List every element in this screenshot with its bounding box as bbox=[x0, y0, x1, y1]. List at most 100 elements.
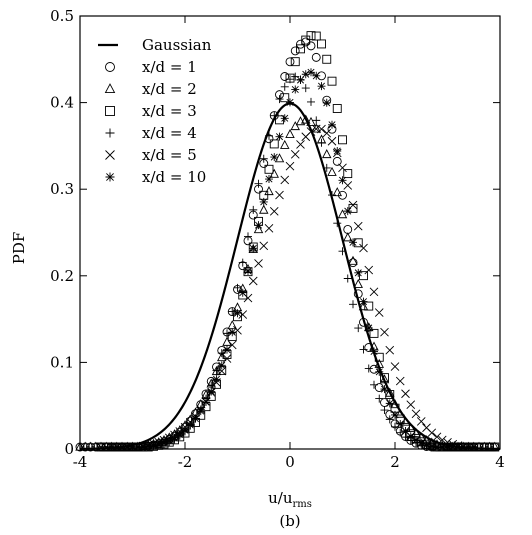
legend-label: x/d = 1 bbox=[142, 58, 197, 76]
data-point bbox=[253, 224, 264, 234]
data-point bbox=[238, 258, 247, 267]
data-point bbox=[317, 124, 326, 134]
data-point bbox=[469, 443, 478, 451]
data-point bbox=[412, 436, 420, 445]
data-point bbox=[244, 266, 252, 275]
data-point bbox=[186, 421, 195, 430]
data-point bbox=[223, 345, 231, 354]
data-point bbox=[286, 98, 294, 107]
data-point bbox=[222, 354, 232, 363]
data-point bbox=[312, 71, 321, 80]
data-point bbox=[338, 163, 347, 173]
data-point bbox=[291, 85, 300, 94]
data-point bbox=[275, 95, 284, 104]
data-point bbox=[438, 443, 447, 451]
data-point bbox=[359, 297, 368, 306]
legend-marker-cross bbox=[105, 150, 115, 160]
data-point bbox=[312, 116, 321, 125]
data-point bbox=[307, 97, 315, 106]
data-point bbox=[343, 169, 353, 179]
data-point bbox=[275, 132, 284, 141]
data-point bbox=[181, 426, 189, 435]
data-point bbox=[154, 440, 163, 449]
data-point bbox=[359, 243, 368, 253]
data-point bbox=[238, 310, 248, 319]
data-point bbox=[338, 135, 347, 145]
data-point bbox=[375, 367, 384, 376]
data-point bbox=[374, 308, 384, 317]
y-tick-label: 0 bbox=[64, 440, 74, 458]
data-point bbox=[332, 104, 342, 113]
legend-marker-asterisk bbox=[105, 172, 115, 182]
data-point bbox=[364, 265, 374, 275]
data-point bbox=[307, 68, 315, 77]
data-point bbox=[217, 349, 226, 358]
legend-label-gaussian: Gaussian bbox=[142, 36, 212, 54]
data-point bbox=[270, 153, 279, 162]
x-tick-label: -2 bbox=[178, 453, 193, 471]
data-point bbox=[75, 441, 85, 451]
data-point bbox=[144, 442, 153, 451]
data-point bbox=[322, 149, 332, 159]
data-markers bbox=[75, 31, 500, 452]
data-point bbox=[296, 140, 305, 149]
data-point bbox=[385, 415, 394, 424]
data-point bbox=[285, 57, 295, 67]
data-point bbox=[322, 54, 332, 64]
data-point bbox=[149, 441, 158, 450]
legend-label: x/d = 2 bbox=[142, 80, 197, 98]
data-point bbox=[422, 440, 431, 449]
data-point bbox=[202, 398, 210, 407]
data-point bbox=[269, 206, 279, 216]
data-point bbox=[485, 442, 494, 452]
data-point bbox=[217, 352, 227, 362]
data-point bbox=[170, 433, 179, 442]
data-point bbox=[359, 345, 368, 354]
data-point bbox=[338, 176, 347, 185]
data-point bbox=[128, 443, 137, 451]
data-point bbox=[385, 387, 395, 397]
data-point bbox=[332, 156, 342, 166]
data-point bbox=[296, 44, 305, 54]
figure-caption: (b) bbox=[279, 512, 300, 530]
data-point bbox=[369, 328, 379, 338]
data-point bbox=[212, 375, 221, 384]
data-point bbox=[249, 244, 258, 253]
data-point bbox=[380, 406, 389, 415]
data-point bbox=[433, 443, 441, 451]
gaussian-curve bbox=[79, 102, 501, 450]
data-point bbox=[290, 149, 300, 159]
data-point bbox=[311, 31, 321, 41]
data-point bbox=[353, 278, 363, 288]
data-point bbox=[364, 364, 373, 373]
data-point bbox=[207, 387, 216, 396]
data-point bbox=[248, 276, 258, 286]
data-point bbox=[306, 31, 316, 41]
data-point bbox=[175, 430, 184, 439]
legend-marker-plus bbox=[105, 128, 115, 138]
data-point bbox=[322, 128, 332, 138]
data-point bbox=[301, 35, 311, 45]
data-point bbox=[233, 283, 242, 292]
data-point bbox=[96, 441, 106, 451]
y-tick-label: 0.4 bbox=[50, 94, 74, 112]
legend-label: x/d = 5 bbox=[142, 146, 197, 164]
data-point bbox=[364, 323, 373, 332]
axis-ticks: -4 -2 0 2 4 0 0.1 0.2 0.3 0.4 0.5 bbox=[50, 7, 505, 471]
data-point bbox=[133, 443, 142, 451]
data-point bbox=[443, 443, 452, 451]
data-point bbox=[369, 364, 379, 374]
legend-marker-circle bbox=[105, 62, 115, 72]
data-point bbox=[91, 441, 101, 451]
legend-marker-square bbox=[105, 106, 115, 116]
data-point bbox=[385, 345, 395, 355]
data-point bbox=[160, 438, 168, 447]
data-point bbox=[317, 82, 326, 91]
data-point bbox=[196, 407, 205, 416]
data-point bbox=[490, 441, 500, 451]
y-axis-label: PDF bbox=[10, 232, 28, 265]
data-point bbox=[343, 274, 352, 283]
data-point bbox=[280, 114, 289, 123]
data-point bbox=[290, 121, 300, 131]
